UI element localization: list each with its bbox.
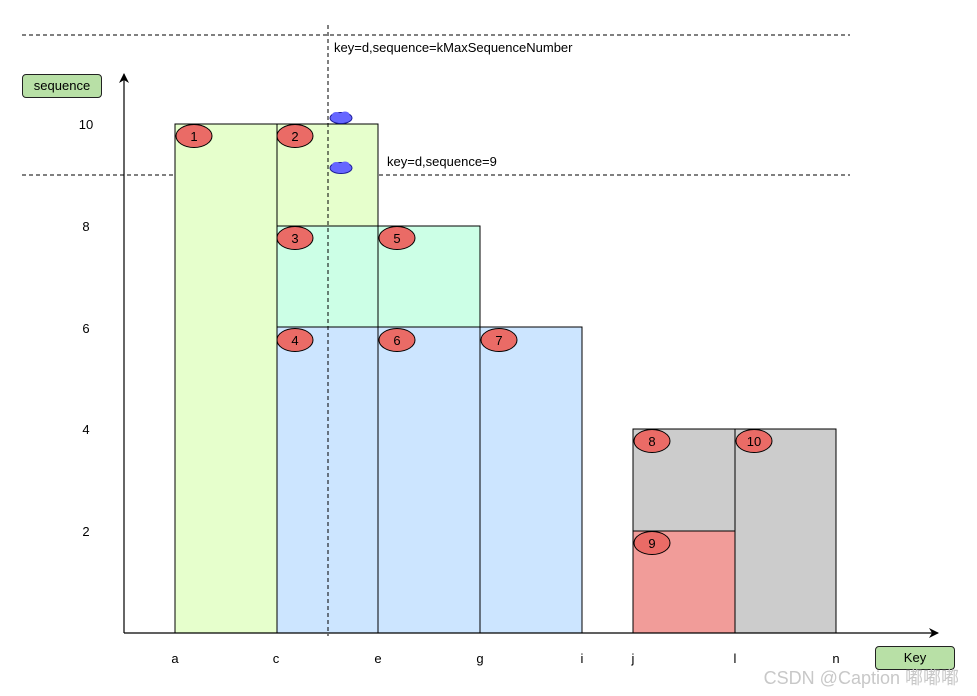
y-axis-title: sequence xyxy=(22,74,102,98)
x-tick-label: e xyxy=(374,651,381,666)
region-badge: 7 xyxy=(480,328,518,352)
region-badge: 5 xyxy=(378,226,416,250)
max-sequence-label: key=d,sequence=kMaxSequenceNumber xyxy=(334,40,573,55)
y-tick-label: 10 xyxy=(79,117,93,132)
region-badge: 2 xyxy=(276,124,314,148)
region-badge-label: 5 xyxy=(393,231,400,246)
region-badge: 6 xyxy=(378,328,416,352)
region-rectangles xyxy=(174,123,837,634)
lookup-marker-icon xyxy=(329,111,353,124)
region-badge-label: 1 xyxy=(190,129,197,144)
region-1-rect xyxy=(174,123,278,634)
region-badge-label: 6 xyxy=(393,333,400,348)
x-tick-label: a xyxy=(171,651,179,666)
region-badge-label: 4 xyxy=(291,333,298,348)
x-tick-label: g xyxy=(476,651,483,666)
y-tick-label: 6 xyxy=(82,321,89,336)
region-badge-label: 3 xyxy=(291,231,298,246)
region-6-rect xyxy=(377,326,481,634)
y-tick-label: 4 xyxy=(82,422,89,437)
region-badge-label: 10 xyxy=(747,434,761,449)
region-badge: 9 xyxy=(633,531,671,555)
region-10-rect xyxy=(734,428,837,634)
region-badge: 10 xyxy=(735,429,773,453)
y-tick-label: 2 xyxy=(82,524,89,539)
x-tick-label: n xyxy=(832,651,839,666)
y-tick-label: 8 xyxy=(82,219,89,234)
region-badge: 3 xyxy=(276,226,314,250)
x-tick-label: l xyxy=(734,651,737,666)
sequence-9-label: key=d,sequence=9 xyxy=(387,154,497,169)
x-tick-label: c xyxy=(273,651,280,666)
x-axis-title: Key xyxy=(875,646,955,670)
x-tick-label: i xyxy=(581,651,584,666)
region-badge: 4 xyxy=(276,328,314,352)
region-badge-label: 7 xyxy=(495,333,502,348)
region-badge-label: 9 xyxy=(648,536,655,551)
region-badge-label: 8 xyxy=(648,434,655,449)
region-7-rect xyxy=(479,326,583,634)
region-badge: 1 xyxy=(175,124,213,148)
lookup-marker-icon xyxy=(329,161,353,174)
region-badge-label: 2 xyxy=(291,129,298,144)
region-badge: 8 xyxy=(633,429,671,453)
watermark: CSDN @Caption 嘟嘟嘟 xyxy=(763,668,959,688)
x-tick-label: j xyxy=(631,651,635,666)
